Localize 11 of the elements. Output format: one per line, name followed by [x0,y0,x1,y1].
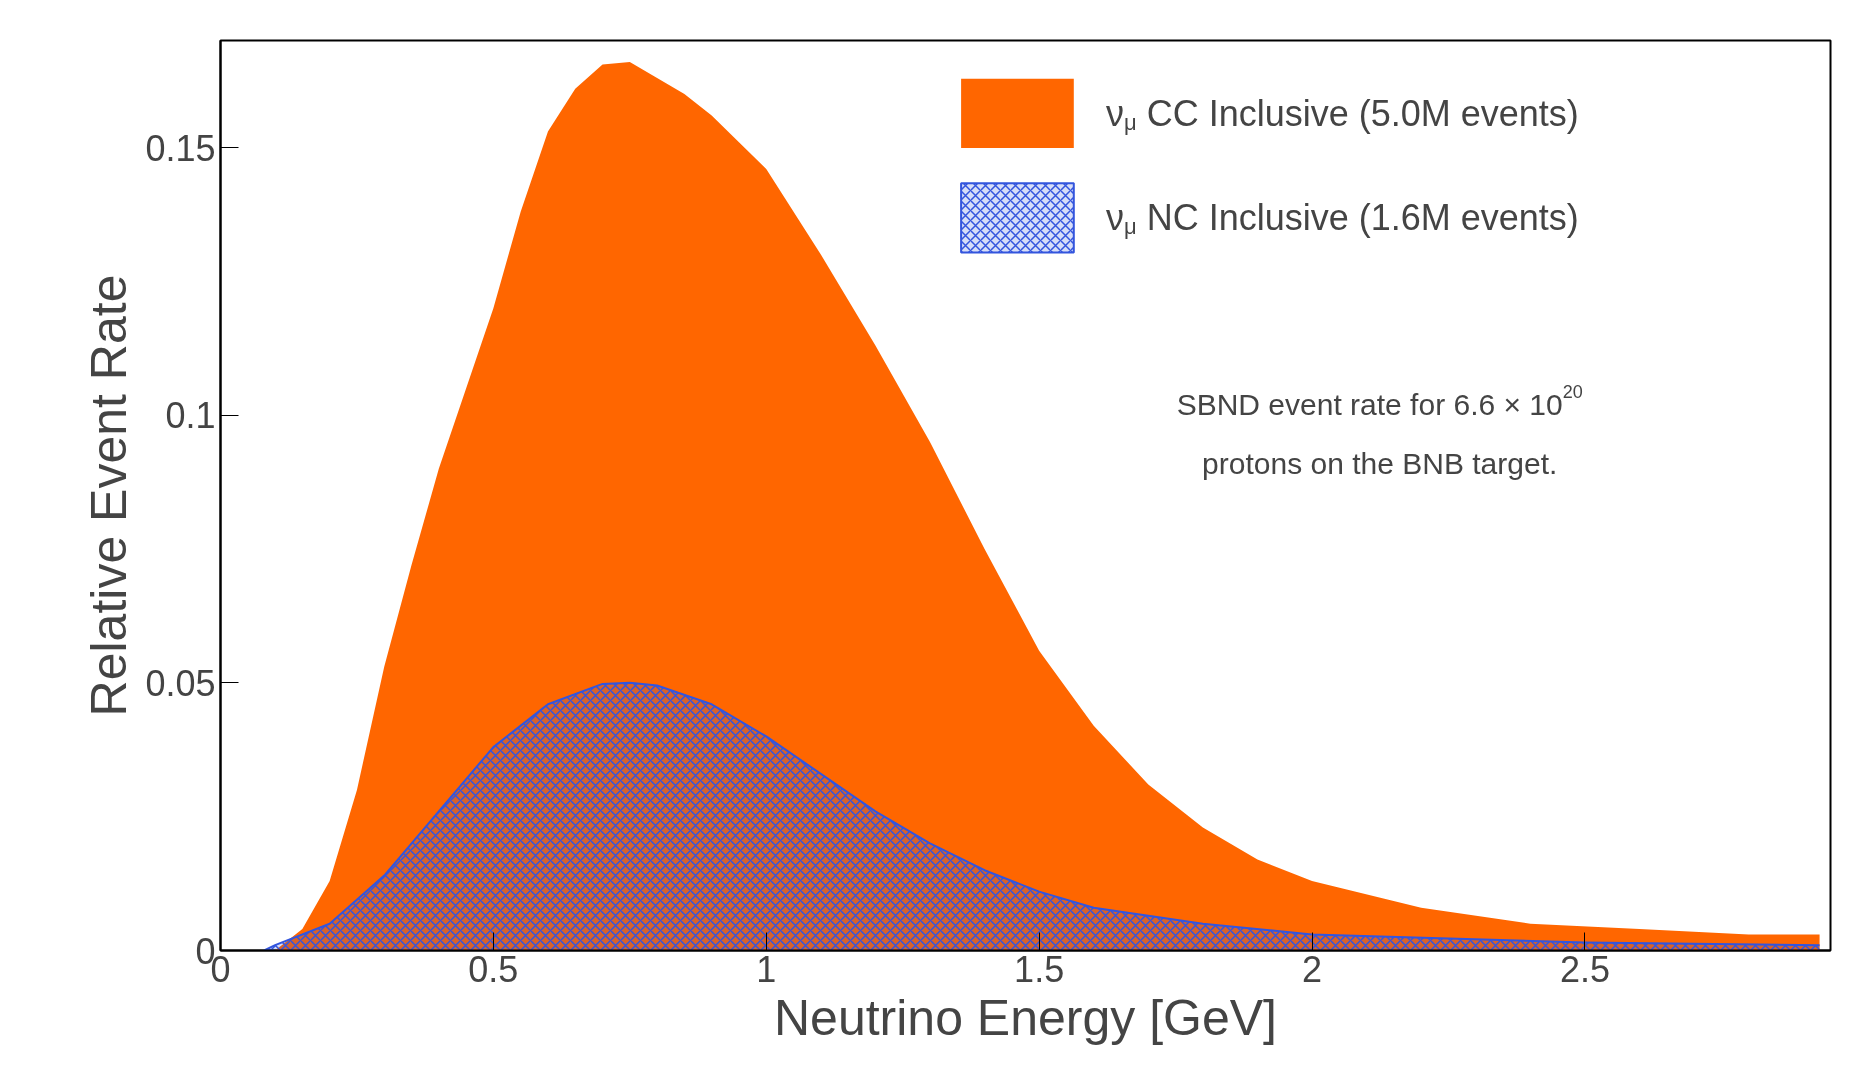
annotation: protons on the BNB target. [1202,447,1558,481]
y-axis-title: Relative Event Rate [81,274,138,717]
y-tick-label: 0.15 [145,127,216,169]
x-tick-label: 2.5 [1559,948,1610,990]
y-tick-label: 0.1 [165,395,216,437]
x-tick-label: 0.5 [468,948,519,990]
x-tick-label: 2 [1302,948,1323,990]
x-axis-title: Neutrino Energy [GeV] [773,989,1278,1046]
y-tick-label: 0.05 [145,662,216,704]
x-tick-label: 1.5 [1014,948,1065,990]
x-tick-label: 1 [756,948,777,990]
